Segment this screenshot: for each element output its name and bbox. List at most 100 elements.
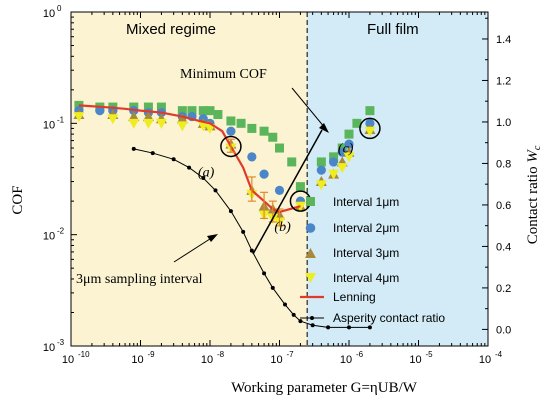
series-1-point	[198, 106, 208, 116]
series-1-point	[236, 118, 246, 128]
series-3-point	[142, 111, 154, 122]
y-tick-exponent: -2	[57, 227, 65, 236]
series-2-point	[365, 118, 375, 128]
legend-label-interval-1: Interval 1μm	[333, 195, 399, 209]
svg-text:Working parameter G=ηUB/W: Working parameter G=ηUB/W	[231, 380, 418, 396]
series-2-point	[247, 152, 257, 162]
series-3-point	[128, 111, 140, 122]
region-1	[307, 12, 488, 346]
series-1-point	[259, 126, 269, 136]
series-4-point	[336, 163, 348, 174]
series-2-point	[274, 185, 285, 195]
series-2-point	[316, 165, 326, 175]
asperity-point	[270, 285, 275, 290]
asperity-point	[249, 248, 254, 253]
series-1-point	[295, 182, 305, 192]
x-tick-exponent: -5	[426, 350, 434, 359]
legend-label-interval-2: Interval 2μm	[333, 221, 399, 235]
legend-item-interval-3: Interval 3μm	[305, 246, 399, 260]
series-3-point	[176, 113, 188, 124]
highlight-circle-0	[220, 135, 242, 158]
series-1-point	[268, 132, 278, 142]
series-2-point	[337, 147, 347, 157]
series-4-point	[315, 180, 327, 191]
series-2-point	[344, 139, 354, 149]
asperity-line	[133, 148, 370, 328]
series-1-point	[143, 102, 153, 112]
x-tick-label: 10	[62, 354, 74, 366]
series-2-point	[95, 106, 105, 116]
y2-tick-label: 1.0	[496, 117, 511, 129]
series-1-point	[213, 110, 223, 120]
series-1-point	[247, 123, 257, 133]
x-axis-title: Working parameter G=ηUB/W	[231, 380, 418, 396]
asperity-point	[171, 157, 176, 162]
asperity-point	[298, 319, 303, 324]
legend-label-lenning: Lenning	[333, 290, 376, 304]
asperity-contact-series	[131, 146, 372, 330]
asperity-point	[283, 302, 288, 307]
series-2-point	[226, 126, 236, 136]
asperity-point	[131, 146, 136, 151]
series-1-point	[287, 157, 297, 167]
y2-tick-label: 1.2	[496, 75, 511, 87]
y2-tick-label: 1.4	[496, 34, 511, 46]
asperity-point	[241, 229, 246, 234]
y2-tick-label: 0.6	[496, 200, 511, 212]
y2-axis-title: Contact ratio Wc	[525, 145, 543, 244]
series-4-point	[204, 123, 216, 134]
y-axis-title: COF	[10, 185, 26, 214]
asperity-point	[213, 188, 218, 193]
circled-points: (a) (b) (c)	[198, 117, 381, 235]
series-2-point	[259, 169, 269, 179]
series-4-point	[364, 126, 376, 137]
x-tick-label: 10	[270, 354, 282, 366]
annotation-arrows	[173, 87, 329, 263]
asperity-point	[201, 175, 206, 180]
x-tick-label: 10	[131, 354, 143, 366]
series-1-point	[329, 152, 339, 162]
asperity-point	[187, 165, 192, 170]
asperity-point	[347, 325, 351, 330]
x-tick-exponent: -8	[217, 350, 225, 359]
series-4-point	[142, 118, 154, 129]
legend-label-interval-3: Interval 3μm	[333, 246, 399, 260]
y2-tick-label: 0.8	[496, 158, 511, 170]
point-label-1: (b)	[274, 220, 291, 235]
x-tick-label: 10	[479, 354, 491, 366]
y2-tick-label: 0.2	[496, 283, 511, 295]
series-1-point	[344, 129, 354, 139]
lenning-series	[78, 104, 301, 214]
series-1-point	[177, 106, 187, 116]
x-tick-exponent: -4	[495, 350, 503, 359]
legend-item-interval-1: Interval 1μm	[306, 195, 399, 209]
series-1-point	[275, 143, 284, 153]
series-1-point	[156, 102, 166, 112]
series-4-point	[73, 112, 85, 123]
asperity-point	[262, 271, 267, 276]
y-tick-exponent: -3	[57, 338, 65, 347]
series-4-point	[176, 121, 188, 132]
series-4-point	[128, 118, 140, 129]
x-tick-label: 10	[409, 354, 421, 366]
legend-item-asperity: Asperity contact ratio	[300, 311, 445, 325]
series-4-point	[107, 114, 119, 125]
asperity-point	[367, 325, 372, 330]
legend-label-interval-4: Interval 4μm	[333, 271, 399, 285]
asperity-point	[228, 209, 233, 214]
series-1-point	[205, 106, 215, 116]
cof-markers	[73, 100, 376, 228]
y2-tick-label: 0.0	[496, 324, 511, 336]
series-4-point	[155, 118, 167, 129]
highlight-circle-2	[359, 117, 381, 140]
series-4-point	[197, 121, 209, 132]
series-2-point	[328, 157, 339, 167]
point-label-2: (c)	[338, 141, 354, 156]
x-tick-exponent: -10	[78, 350, 90, 359]
y-tick-label: 10	[43, 119, 55, 131]
lenning-line	[78, 104, 301, 214]
asperity-point	[291, 312, 296, 317]
x-tick-exponent: -6	[356, 350, 364, 359]
y-tick-exponent: 0	[57, 4, 62, 13]
